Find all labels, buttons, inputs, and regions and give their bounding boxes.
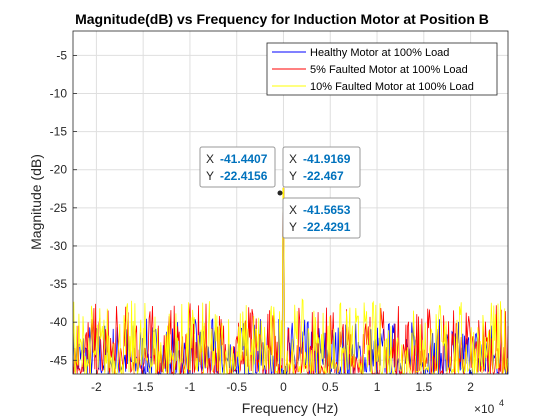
legend-label-healthy: Healthy Motor at 100% Load — [310, 47, 449, 59]
datatip-y-row: Y -22.467 — [289, 169, 344, 183]
y-axis-label: Magnitude (dB) — [28, 154, 44, 250]
datatip-box — [199, 146, 276, 188]
x-tick-label: -0.5 — [226, 380, 247, 394]
x-exponent-base: ×10 — [474, 402, 495, 416]
y-axis-ticks: -45 -40 -35 -30 -25 -20 -15 -10 -5 — [50, 48, 77, 367]
x-axis-exponent: ×10 4 — [474, 398, 504, 416]
datatip-y-key: Y — [206, 169, 214, 183]
y-tick-label: -35 — [50, 277, 68, 291]
y-tick-label: -30 — [50, 239, 68, 253]
chart-title: Magnitude(dB) vs Frequency for Induction… — [75, 11, 489, 27]
datatip-x-key: X — [289, 152, 297, 166]
x-tick-label: 1.5 — [415, 380, 432, 394]
x-axis-ticks: -2 -1.5 -1 -0.5 0 0.5 1 1.5 2 — [91, 370, 474, 394]
x-tick-label: 0 — [280, 380, 287, 394]
x-tick-label: 1 — [374, 380, 381, 394]
axes-frame — [72, 30, 509, 375]
datatip-upper-right[interactable]: X -41.9169 Y -22.467 — [282, 146, 361, 188]
datatip-x-key: X — [206, 152, 214, 166]
datatip-x-row: X -41.4407 — [206, 152, 268, 166]
y-tick-label: -45 — [50, 353, 68, 367]
datatip-marker[interactable] — [277, 190, 283, 196]
y-tick-label: -25 — [50, 201, 68, 215]
datatip-lower-right[interactable]: X -41.5653 Y -22.4291 — [282, 197, 361, 239]
y-tick-label: -10 — [50, 87, 68, 101]
datatip-x-value: -41.5653 — [303, 203, 351, 217]
datatip-x-row: X -41.5653 — [289, 203, 351, 217]
datatip-upper-left[interactable]: X -41.4407 Y -22.4156 — [199, 146, 276, 188]
x-tick-label: -1 — [185, 380, 196, 394]
y-tick-label: -20 — [50, 163, 68, 177]
x-axis-label: Frequency (Hz) — [242, 400, 338, 416]
datatip-x-value: -41.4407 — [220, 152, 268, 166]
x-tick-label: 2 — [467, 380, 474, 394]
legend-label-5pct: 5% Faulted Motor at 100% Load — [310, 64, 468, 76]
datatip-y-key: Y — [289, 220, 297, 234]
datatip-y-value: -22.467 — [303, 169, 344, 183]
datatip-y-value: -22.4291 — [303, 220, 351, 234]
y-tick-label: -5 — [56, 48, 67, 62]
datatip-box — [282, 197, 361, 239]
legend[interactable]: Healthy Motor at 100% Load 5% Faulted Mo… — [266, 42, 498, 96]
datatip-x-key: X — [289, 203, 297, 217]
x-exponent-power: 4 — [499, 398, 504, 408]
legend-label-10pct: 10% Faulted Motor at 100% Load — [310, 81, 474, 93]
datatip-box — [282, 146, 361, 188]
y-tick-label: -40 — [50, 315, 68, 329]
datatip-x-value: -41.9169 — [303, 152, 351, 166]
datatip-y-key: Y — [289, 169, 297, 183]
datatip-y-row: Y -22.4291 — [289, 220, 351, 234]
series-line-10pct-faulted — [72, 187, 509, 376]
datatip-x-row: X -41.9169 — [289, 152, 351, 166]
plot-series — [72, 187, 509, 376]
x-tick-label: -2 — [91, 380, 102, 394]
x-tick-label: 0.5 — [322, 380, 339, 394]
datatip-y-value: -22.4156 — [220, 169, 268, 183]
x-tick-label: -1.5 — [133, 380, 154, 394]
datatip-y-row: Y -22.4156 — [206, 169, 268, 183]
y-tick-label: -15 — [50, 125, 68, 139]
